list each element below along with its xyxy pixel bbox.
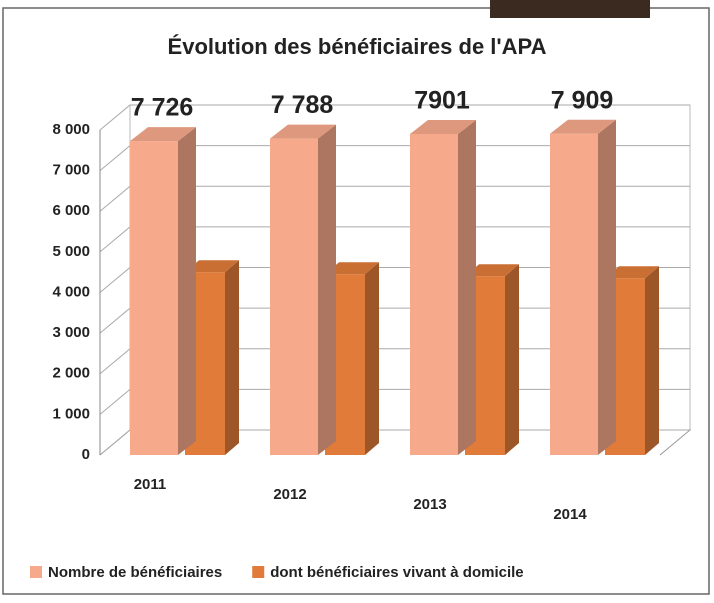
grid-side — [99, 145, 131, 172]
value-label: 7901 — [414, 87, 470, 115]
x-tick-label: 2013 — [413, 496, 446, 513]
legend-swatch — [252, 566, 265, 578]
value-label: 7 788 — [271, 91, 334, 119]
bar-face — [410, 134, 458, 455]
bar-face — [550, 119, 616, 134]
grid-side — [99, 388, 131, 415]
bar — [130, 127, 196, 455]
grid-side — [99, 267, 131, 293]
bar-face — [598, 119, 616, 456]
y-tick-label: 0 — [82, 446, 90, 463]
bar-face — [225, 260, 239, 455]
bar-face — [410, 120, 476, 135]
grid-side — [99, 348, 131, 375]
bar — [550, 119, 616, 456]
bar-face — [458, 120, 476, 455]
legend-label: dont bénéficiaires vivant à domicile — [270, 564, 523, 581]
bar-face — [185, 260, 239, 273]
bar-face — [325, 262, 379, 275]
bar-face — [130, 127, 196, 142]
bar-face — [605, 266, 659, 279]
y-tick-label: 7 000 — [52, 162, 90, 179]
x-tick-label: 2011 — [134, 476, 167, 493]
grid-side — [99, 429, 131, 456]
chart-title: Évolution des bénéficiaires de l'APA — [168, 34, 547, 59]
legend-label: Nombre de bénéficiaires — [48, 564, 222, 581]
photo-edge — [490, 0, 650, 18]
y-tick-label: 5 000 — [52, 243, 90, 260]
bar-face — [270, 138, 318, 456]
bar — [410, 120, 476, 455]
y-tick-label: 1 000 — [52, 405, 90, 422]
bar-face — [178, 127, 196, 455]
value-label: 7 909 — [551, 86, 614, 114]
y-tick-label: 6 000 — [52, 202, 90, 219]
bar-face — [505, 264, 519, 455]
bar-face — [465, 264, 519, 277]
grid-side — [99, 185, 131, 212]
x-tick-label: 2014 — [553, 506, 587, 523]
value-label: 7 726 — [131, 94, 194, 122]
bar-face — [550, 133, 598, 455]
grid-side — [99, 104, 131, 131]
y-tick-label: 4 000 — [52, 283, 90, 300]
bar-face — [130, 141, 178, 455]
bar-face — [270, 124, 336, 139]
bar-face — [645, 266, 659, 455]
x-tick-label: 2012 — [273, 486, 306, 503]
y-tick-label: 2 000 — [52, 365, 90, 382]
grid-side — [99, 307, 131, 334]
legend-swatch — [30, 566, 42, 578]
bar-face — [318, 124, 336, 456]
y-tick-label: 3 000 — [52, 324, 90, 341]
bar — [270, 124, 336, 456]
grid-side — [99, 226, 131, 253]
y-tick-label: 8 000 — [52, 121, 90, 138]
bar-face — [365, 262, 379, 455]
